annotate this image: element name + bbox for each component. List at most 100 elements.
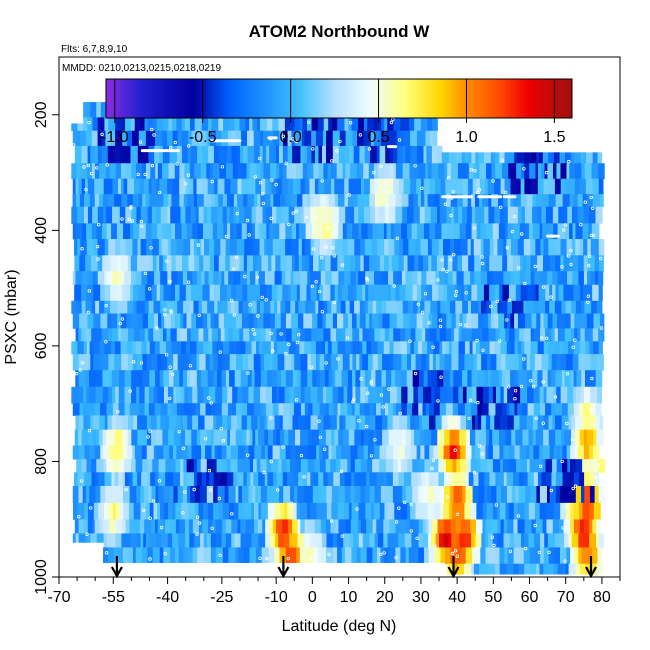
sample-point — [118, 321, 122, 326]
heatmap-cell — [315, 300, 319, 314]
heatmap-cell — [406, 223, 413, 240]
heatmap-cell — [137, 370, 143, 388]
heatmap-cell — [294, 485, 298, 504]
colorbar-segment — [330, 79, 334, 118]
colorbar-segment — [499, 79, 503, 118]
heatmap-cell — [410, 502, 417, 520]
heatmap-cell — [408, 300, 414, 314]
heatmap-cell — [383, 341, 391, 355]
heatmap-cell — [79, 130, 87, 147]
heatmap-cell — [482, 519, 486, 534]
heatmap-cell — [157, 223, 163, 240]
heatmap-cell — [554, 415, 563, 431]
heatmap-cell — [428, 415, 434, 431]
heatmap-cell — [280, 255, 288, 272]
heatmap-cell — [535, 429, 541, 446]
heatmap-cell — [352, 284, 357, 302]
heatmap-cell — [217, 354, 224, 371]
heatmap-cell — [349, 354, 353, 371]
sample-point — [203, 437, 208, 441]
heatmap-cell — [513, 502, 519, 520]
heatmap-cell — [256, 341, 260, 355]
heatmap-cell — [242, 354, 249, 371]
sample-point — [544, 170, 549, 175]
heatmap-cell — [461, 328, 466, 342]
sample-point — [373, 438, 377, 442]
heatmap-cell — [594, 472, 600, 487]
heatmap-cell — [163, 328, 168, 342]
heatmap-cell — [510, 313, 515, 329]
heatmap-cell — [160, 271, 168, 286]
heatmap-cell — [389, 547, 396, 563]
heatmap-cell — [481, 300, 487, 314]
heatmap-cell — [212, 519, 217, 534]
heatmap-cell — [378, 206, 386, 224]
heatmap-cell — [476, 223, 481, 240]
heatmap-cell — [556, 445, 561, 460]
heatmap-cell — [564, 429, 572, 446]
heatmap-cell — [306, 472, 311, 487]
sample-point — [269, 331, 273, 336]
heatmap-cell — [319, 459, 327, 473]
heatmap-cell — [118, 178, 122, 195]
heatmap-cell — [83, 194, 91, 208]
heatmap-cell — [272, 445, 278, 460]
heatmap-cell — [345, 519, 352, 534]
heatmap-cell — [384, 194, 390, 208]
heatmap-cell — [94, 194, 100, 208]
heatmap-cell — [272, 354, 279, 371]
heatmap-cell — [429, 130, 434, 147]
heatmap-cell — [191, 313, 197, 329]
heatmap-cell — [527, 403, 535, 416]
heatmap-cell — [90, 533, 98, 543]
heatmap-cell — [100, 102, 108, 118]
heatmap-cell — [553, 223, 559, 240]
heatmap-cell — [171, 341, 178, 355]
sample-point — [565, 519, 570, 524]
heatmap-cell — [161, 239, 169, 256]
heatmap-cell — [195, 445, 202, 460]
heatmap-cell — [545, 328, 552, 342]
sample-point — [195, 532, 199, 536]
heatmap-cell — [265, 178, 269, 195]
heatmap-cell — [505, 328, 510, 342]
heatmap-cell — [181, 223, 188, 240]
heatmap-cell — [394, 223, 402, 240]
sample-point — [284, 161, 288, 165]
heatmap-cell — [359, 163, 364, 180]
heatmap-cell — [230, 223, 234, 240]
heatmap-cell — [95, 485, 101, 504]
heatmap-cell — [579, 178, 587, 195]
heatmap-cell — [222, 206, 228, 224]
heatmap-cell — [303, 485, 308, 504]
heatmap-cell — [540, 533, 545, 548]
colorbar-segment — [513, 79, 518, 118]
heatmap-cell — [562, 563, 567, 575]
heatmap-cell — [305, 223, 313, 240]
heatmap-cell — [213, 145, 220, 164]
heatmap-cell — [386, 300, 392, 314]
colorbar-segment — [438, 79, 442, 118]
heatmap-cell — [411, 223, 418, 240]
heatmap-cell — [322, 223, 331, 240]
heatmap-cell — [376, 429, 383, 446]
heatmap-cell — [319, 239, 324, 256]
heatmap-cell — [124, 386, 132, 404]
heatmap-cell — [349, 341, 354, 355]
colorbar-segment — [120, 79, 124, 118]
heatmap-cell — [246, 415, 252, 431]
heatmap-cell — [75, 370, 80, 388]
heatmap-cell — [526, 415, 534, 431]
heatmap-cell — [543, 239, 549, 256]
heatmap-cell — [332, 130, 341, 147]
heatmap-cell — [116, 206, 121, 224]
colorbar-segment — [545, 79, 550, 118]
heatmap-cell — [505, 370, 511, 388]
heatmap-cell — [253, 313, 258, 329]
heatmap-cell — [438, 445, 445, 460]
heatmap-cell — [247, 284, 255, 302]
heatmap-cell — [202, 519, 209, 534]
sample-point — [209, 401, 213, 405]
sample-point — [281, 445, 285, 449]
profile-arrow-head — [277, 566, 290, 579]
